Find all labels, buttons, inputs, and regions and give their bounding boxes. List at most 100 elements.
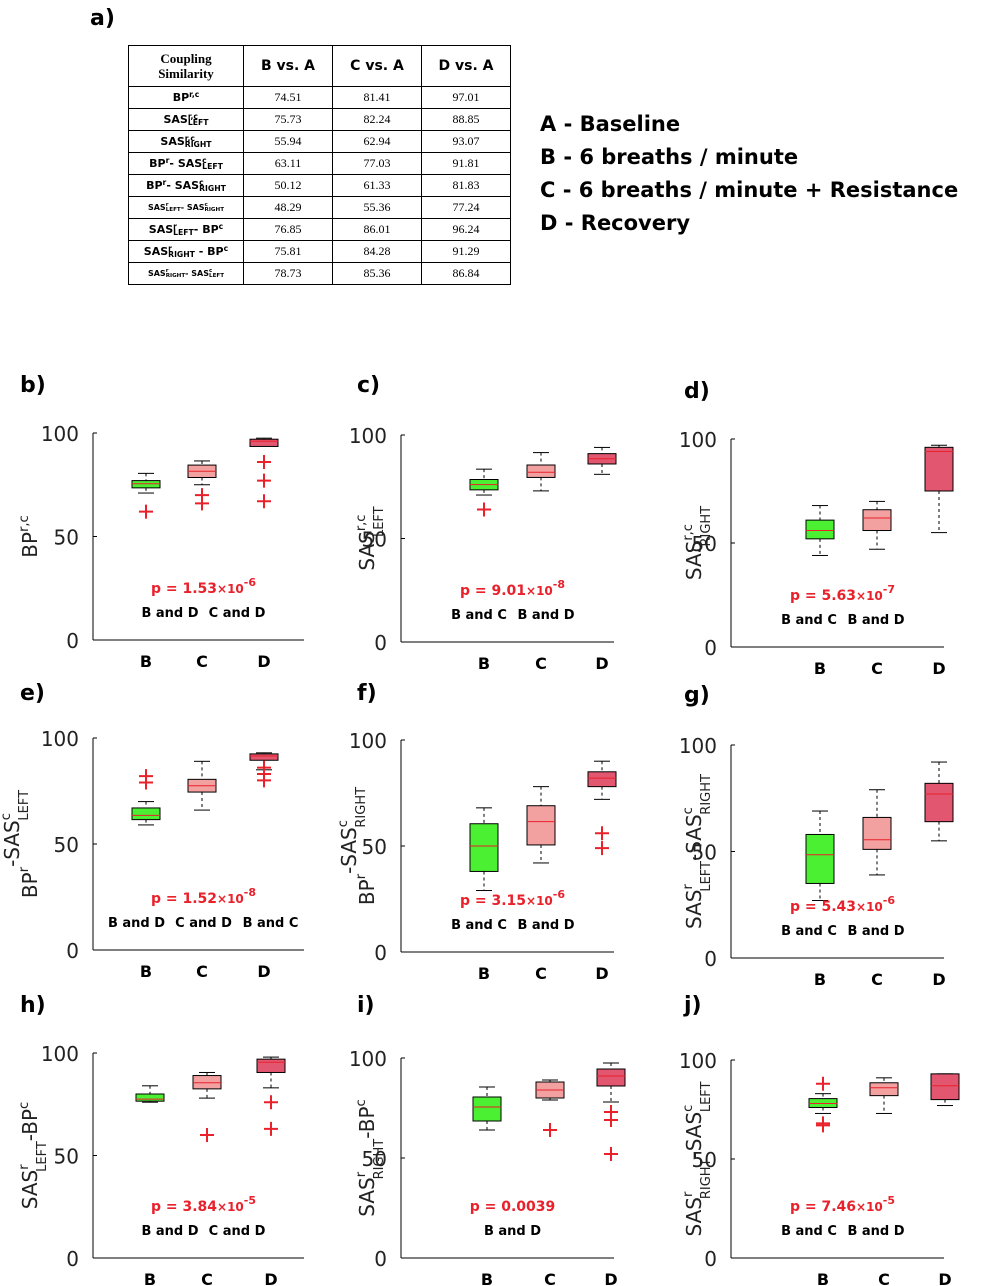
panel-label: d) [684,379,710,404]
x-tick-label: B [140,962,152,981]
p-value-base: p = 1.52 [151,891,217,907]
table-header-col: D vs. A [421,45,511,87]
y-tick-label: 50 [362,835,387,859]
outlier-marker [604,1113,618,1127]
x-tick-label: D [932,659,945,678]
label-sup: c [218,221,224,231]
outlier-marker [257,773,271,788]
outlier-marker [257,454,271,469]
y-tick-label: 100 [349,729,387,753]
label-sup: c [199,177,204,187]
table-row: SAS r LEFT - SAS c RIGHT 48.29 55.36 77.24 [128,196,511,219]
x-tick-label: B [814,659,826,678]
label-dash: - [166,178,175,192]
y-tick-label: 0 [704,636,717,660]
label-sub: RIGHT [168,249,195,259]
box-D [249,753,279,761]
box-C [862,816,892,850]
y-label-sub: RIGHT [699,774,714,815]
y-label-base: SAS [682,1197,706,1236]
label-sup: r,c [184,133,195,143]
label-script: c LEFT [202,156,223,171]
outlier-marker [139,775,153,790]
y-label-sub: RIGHT [372,1139,387,1180]
y-label-base: SAS [682,814,706,853]
table-cell: 50.12 [243,174,333,197]
box-C [526,464,556,478]
comparison-label: B and D [847,1224,904,1239]
panel-label: i) [357,993,375,1018]
y-label-base: BP [355,879,379,905]
y-tick-label: 50 [54,833,79,857]
comparison-label: B and C [781,924,837,939]
p-value-base: p = 5.43 [790,899,856,915]
box-C [192,1075,222,1090]
label-dash: - [194,244,208,258]
label-sub: RIGHT [165,272,186,279]
y-tick-label: 50 [54,526,79,550]
x-tick-label: D [595,654,608,673]
comparison-label: C and D [175,916,232,931]
label-script: r,c [189,89,200,104]
p-value: p = 0.0039 [470,1199,556,1215]
table-row: SAS r,c LEFT 75.73 82.24 88.85 [128,108,511,131]
p-value: p = 9.01×10-8 [460,578,565,599]
y-label-sup: r [681,1191,696,1197]
label-script: r [166,156,170,170]
panel-label: h) [20,993,46,1018]
x-tick-label: C [535,964,547,983]
label-dash: - [169,156,178,170]
label-base: SAS [191,269,209,278]
outlier-marker [816,1118,830,1133]
y-tick-label: 100 [41,727,79,751]
comparison-label: B and C [451,608,507,623]
x-tick-label: D [264,1270,277,1286]
label-sup: r,c [189,89,200,99]
panel-label: e) [20,681,45,706]
comparison-label: C and D [209,1224,266,1239]
p-value-base: p = 1.53 [151,581,217,597]
table-row-label: SAS r LEFT - BP c [128,218,244,241]
label-sup: c [204,202,208,209]
table-cell: 78.73 [243,262,333,285]
p-value-exp: -5 [244,1194,256,1207]
label-sub: LEFT [202,161,223,171]
label-script: r [163,178,167,192]
p-value-times: ×10 [217,582,244,596]
x-tick-label: D [257,652,270,671]
label-base: SAS [163,112,188,126]
panel-label: g) [684,683,710,708]
y-label-base: SAS [337,827,361,866]
p-value-exp: -6 [553,888,566,901]
p-value-times: ×10 [856,900,883,914]
label-sup: r,c [187,111,198,121]
box-B [135,1093,165,1102]
table-row-label: BP r - SAS c LEFT [128,152,244,175]
coupling-similarity-table: Coupling Similarity B vs. A C vs. A D vs… [128,45,511,285]
table-cell: 85.36 [332,262,422,285]
p-value-exp: -6 [244,576,257,589]
panel-label-a: a) [90,6,115,31]
y-label-sub: LEFT [17,790,32,821]
box-D [596,1068,626,1087]
label-base: SAS [148,222,174,236]
x-tick-label: C [871,659,883,678]
y-tick-label: 100 [679,734,717,758]
y-label-base: SAS [355,531,379,570]
x-tick-label: C [201,1270,213,1286]
box-D [924,782,954,823]
y-label-sup: c [0,813,14,820]
table-row: SAS r RIGHT - BP c 75.81 84.28 91.29 [128,240,511,263]
y-tick-label: 50 [362,1147,387,1171]
label-base: SAS [147,269,166,278]
table-cell: 91.29 [421,240,511,263]
x-tick-label: C [196,652,208,671]
box-B [805,833,835,884]
y-label-base: SAS [682,541,706,580]
x-tick-label: C [196,962,208,981]
